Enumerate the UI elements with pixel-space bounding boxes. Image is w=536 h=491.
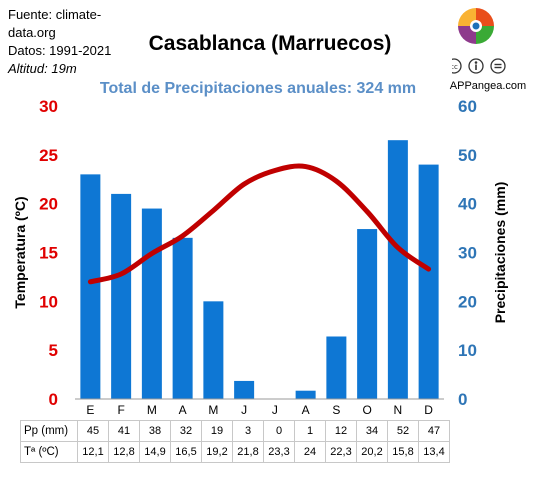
table-cell: 47 (418, 420, 450, 442)
temperature-axis-label: Temperatura (ºC) (12, 196, 28, 308)
source-line: Fuente: climate- (8, 7, 102, 22)
precipitation-bar (141, 208, 162, 399)
precipitation-tick: 50 (458, 146, 477, 165)
temperature-tick: 15 (39, 244, 58, 263)
table-cell: 21,8 (232, 441, 264, 463)
precipitation-bar (295, 390, 316, 399)
row-label: Pp (mm) (20, 420, 78, 442)
svg-text:cc: cc (452, 63, 458, 71)
chart-title: Casablanca (Marruecos) (148, 32, 392, 55)
table-cell: 23,3 (263, 441, 295, 463)
month-label: A (179, 403, 187, 417)
table-cell: 45 (77, 420, 109, 442)
precipitation-bar (203, 301, 224, 399)
precipitation-tick: 30 (458, 244, 477, 263)
chart-subtitle: Total de Precipitaciones anuales: 324 mm (99, 80, 417, 97)
table-cell: 0 (263, 420, 295, 442)
source-info: Fuente: climate- data.org Datos: 1991-20… (8, 6, 111, 78)
precipitation-bar (111, 193, 132, 399)
table-cell: 41 (108, 420, 140, 442)
precipitation-bar (80, 174, 101, 399)
table-cell: 3 (232, 420, 264, 442)
table-cell: 52 (387, 420, 419, 442)
table-cell: 32 (170, 420, 202, 442)
precipitation-tick: 0 (458, 390, 467, 409)
table-cell: 1 (294, 420, 326, 442)
temperature-tick: 10 (39, 292, 58, 311)
month-label: F (117, 403, 124, 417)
month-label: M (147, 403, 157, 417)
climate-data-table: Pp (mm) 45 41 38 32 19 3 0 1 12 34 52 47… (20, 420, 450, 463)
temperature-line (87, 163, 432, 285)
table-cell: 19,2 (201, 441, 233, 463)
precipitation-tick: 60 (458, 97, 477, 116)
precipitation-bars (80, 140, 439, 399)
precipitation-tick: 20 (458, 292, 477, 311)
precipitation-bar (357, 229, 378, 399)
precipitation-bar (387, 140, 408, 399)
table-cell: 24 (294, 441, 326, 463)
table-cell: 12,1 (77, 441, 109, 463)
table-row: Tª (ºC) 12,1 12,8 14,9 16,5 19,2 21,8 23… (20, 441, 450, 463)
table-cell: 20,2 (356, 441, 388, 463)
temperature-tick: 25 (39, 146, 58, 165)
table-cell: 12 (325, 420, 357, 442)
table-cell: 16,5 (170, 441, 202, 463)
precipitation-axis: 0 10 20 30 40 50 60 (458, 97, 477, 409)
precipitation-bar (172, 237, 193, 399)
temperature-axis: 0 5 10 15 20 25 30 (39, 97, 58, 409)
table-cell: 14,9 (139, 441, 171, 463)
month-label: O (362, 403, 371, 417)
temperature-tick: 20 (39, 195, 58, 214)
table-cell: 13,4 (418, 441, 450, 463)
month-label: J (272, 403, 278, 417)
table-cell: 22,3 (325, 441, 357, 463)
source-line: data.org (8, 25, 56, 40)
table-cell: 34 (356, 420, 388, 442)
table-cell: 19 (201, 420, 233, 442)
month-label: A (302, 403, 310, 417)
month-label: E (86, 403, 94, 417)
month-label: S (332, 403, 340, 417)
table-cell: 15,8 (387, 441, 419, 463)
data-period: Datos: 1991-2021 (8, 43, 112, 58)
temperature-tick: 30 (39, 97, 58, 116)
brand-name: APPangea.com (449, 80, 527, 92)
temperature-tick: 5 (49, 341, 58, 360)
precipitation-bar (234, 380, 255, 399)
table-row: Pp (mm) 45 41 38 32 19 3 0 1 12 34 52 47 (20, 420, 450, 442)
precipitation-axis-label: Precipitaciones (mm) (492, 182, 508, 324)
row-label: Tª (ºC) (20, 441, 78, 463)
temperature-tick: 0 (49, 390, 58, 409)
table-cell: 12,8 (108, 441, 140, 463)
precipitation-tick: 40 (458, 195, 477, 214)
month-label: N (394, 403, 403, 417)
precipitation-bar (418, 164, 439, 399)
appangea-logo-icon: cc (452, 8, 506, 74)
month-label: D (424, 403, 433, 417)
precipitation-tick: 10 (458, 341, 477, 360)
table-cell: 38 (139, 420, 171, 442)
month-label: J (241, 403, 247, 417)
precipitation-bar (326, 336, 347, 399)
month-label: M (208, 403, 218, 417)
altitude: Altitud: 19m (8, 61, 77, 76)
